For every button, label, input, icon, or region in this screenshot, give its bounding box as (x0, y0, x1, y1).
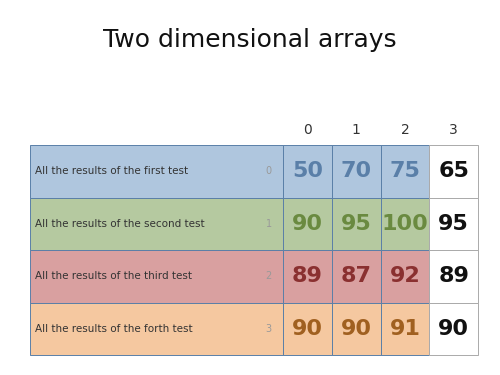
Text: 2: 2 (266, 271, 272, 281)
Text: 90: 90 (292, 319, 323, 339)
Text: 89: 89 (438, 266, 469, 286)
Text: 95: 95 (438, 214, 469, 234)
Text: 1: 1 (266, 219, 272, 229)
Text: 70: 70 (340, 161, 372, 181)
Text: 0: 0 (303, 123, 312, 137)
Text: 50: 50 (292, 161, 323, 181)
Text: All the results of the third test: All the results of the third test (35, 271, 192, 281)
Text: 90: 90 (438, 319, 469, 339)
Text: All the results of the first test: All the results of the first test (35, 166, 188, 176)
Text: 90: 90 (292, 214, 323, 234)
Text: 91: 91 (390, 319, 420, 339)
Text: 92: 92 (390, 266, 420, 286)
Text: 90: 90 (340, 319, 372, 339)
Text: 0: 0 (266, 166, 272, 176)
Text: All the results of the second test: All the results of the second test (35, 219, 204, 229)
Text: 95: 95 (341, 214, 372, 234)
Text: 3: 3 (266, 324, 272, 334)
Text: 2: 2 (400, 123, 409, 137)
Text: All the results of the forth test: All the results of the forth test (35, 324, 192, 334)
Text: 87: 87 (340, 266, 372, 286)
Text: 89: 89 (292, 266, 323, 286)
Text: 75: 75 (390, 161, 420, 181)
Text: 3: 3 (450, 123, 458, 137)
Text: Two dimensional arrays: Two dimensional arrays (103, 28, 397, 52)
Text: 65: 65 (438, 161, 469, 181)
Text: 100: 100 (382, 214, 428, 234)
Text: 1: 1 (352, 123, 360, 137)
